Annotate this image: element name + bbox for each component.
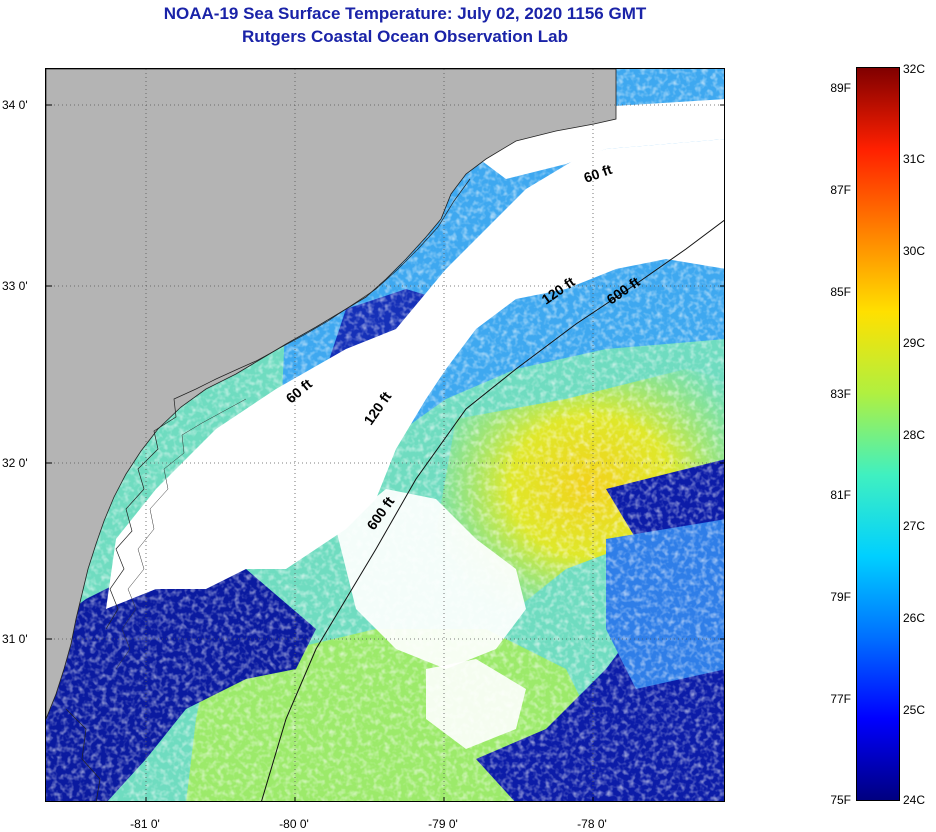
lat-label-31: 31 0' xyxy=(2,632,28,646)
lat-label-32: 32 0' xyxy=(2,456,28,470)
colorbar-label-31c: 31C xyxy=(903,152,926,166)
coastline-south xyxy=(65,708,101,801)
map-title: NOAA-19 Sea Surface Temperature: July 02… xyxy=(163,4,647,23)
coastline-detail xyxy=(105,178,471,630)
sst-map-canvas: 60 ft 120 ft 600 ft 60 ft 120 ft 600 ft xyxy=(46,69,724,801)
colorbar-label-75f: 75F xyxy=(830,793,851,807)
colorbar-label-83f: 83F xyxy=(830,387,851,401)
tick-marks xyxy=(46,104,724,801)
land-mass xyxy=(46,69,617,720)
colorbar-label-24c: 24C xyxy=(903,793,926,807)
sst-map: 60 ft 120 ft 600 ft 60 ft 120 ft 600 ft xyxy=(45,68,725,802)
colorbar-label-28c: 28C xyxy=(903,428,926,442)
colorbar-label-29c: 29C xyxy=(903,336,926,350)
colorbar-label-32c: 32C xyxy=(903,62,926,76)
lat-label-34: 34 0' xyxy=(2,98,28,112)
colorbar-label-81f: 81F xyxy=(830,488,851,502)
colorbar-label-27c: 27C xyxy=(903,519,926,533)
colorbar-label-25c: 25C xyxy=(903,703,926,717)
colorbar-label-79f: 79F xyxy=(830,590,851,604)
coastline-detail-inner xyxy=(115,398,247,670)
temperature-colorbar xyxy=(856,67,900,801)
map-subtitle: Rutgers Coastal Ocean Observation Lab xyxy=(242,27,568,46)
colorbar-label-30c: 30C xyxy=(903,244,926,258)
lon-label-78: -78 0' xyxy=(577,817,607,831)
colorbar-label-26c: 26C xyxy=(903,611,926,625)
colorbar-label-85f: 85F xyxy=(830,285,851,299)
lon-label-80: -80 0' xyxy=(279,817,309,831)
lon-label-79: -79 0' xyxy=(428,817,458,831)
colorbar-label-89f: 89F xyxy=(830,81,851,95)
graticule xyxy=(46,69,724,801)
isobath-600ft xyxy=(261,219,724,801)
colorbar-label-87f: 87F xyxy=(830,183,851,197)
lat-label-33: 33 0' xyxy=(2,279,28,293)
lon-label-81: -81 0' xyxy=(130,817,160,831)
colorbar-label-77f: 77F xyxy=(830,692,851,706)
